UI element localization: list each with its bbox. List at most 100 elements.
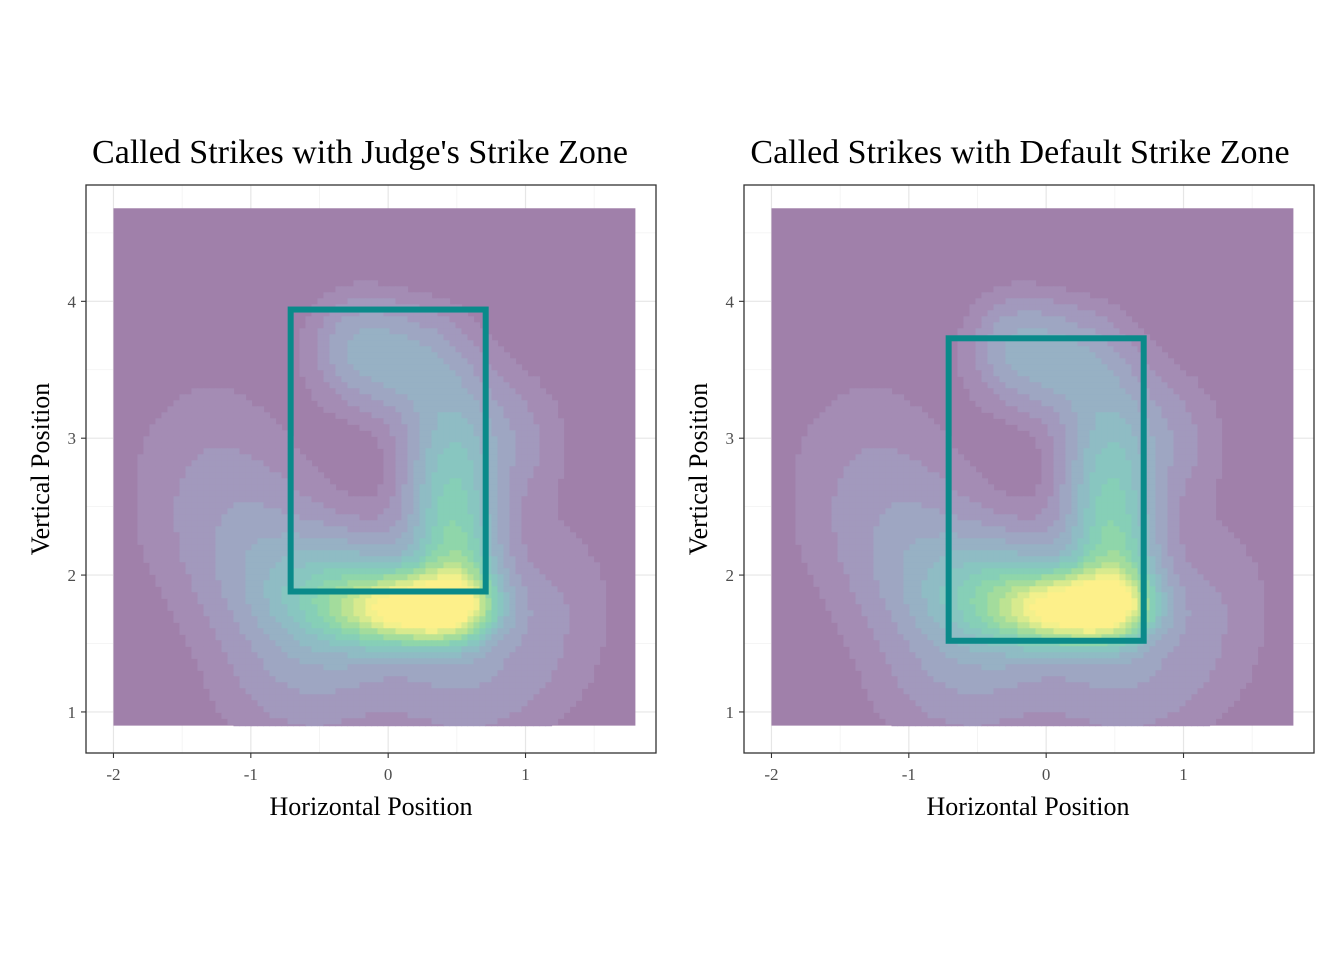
density-cell [335, 316, 342, 323]
density-cell [245, 490, 252, 497]
density-cell [383, 340, 390, 347]
density-cell [1101, 376, 1108, 383]
density-cell [395, 382, 402, 389]
density-cell [329, 394, 336, 401]
density-cell [419, 514, 426, 521]
density-cell [413, 328, 420, 335]
density-cell [209, 598, 216, 605]
density-cell [551, 466, 558, 473]
density-cell [1089, 364, 1096, 371]
density-cell [455, 322, 462, 329]
density-cell [257, 694, 264, 701]
density-cell [407, 538, 414, 545]
density-cell [203, 538, 210, 545]
density-cell [299, 688, 306, 695]
density-cell [867, 400, 874, 407]
density-cell [533, 520, 540, 527]
density-cell [449, 652, 456, 659]
density-cell [491, 646, 498, 653]
density-cell [1047, 406, 1054, 413]
density-cell [413, 568, 420, 575]
density-cell [317, 376, 324, 383]
density-cell [389, 652, 396, 659]
density-cell [281, 652, 288, 659]
density-cell [245, 406, 252, 413]
density-cell [891, 400, 898, 407]
density-cell [455, 376, 462, 383]
density-cell [371, 370, 378, 377]
density-cell [497, 520, 504, 527]
density-cell [425, 568, 432, 575]
density-cell [515, 514, 522, 521]
density-cell [359, 706, 366, 713]
density-cell [377, 634, 384, 641]
density-cell [443, 646, 450, 653]
density-cell [341, 532, 348, 539]
density-cell [185, 412, 192, 419]
density-cell [389, 436, 396, 443]
density-cell [491, 580, 498, 587]
density-cell [431, 550, 438, 557]
density-cell [509, 460, 516, 467]
density-cell [533, 556, 540, 563]
density-cell [551, 634, 558, 641]
density-cell [539, 640, 546, 647]
density-cell [353, 568, 360, 575]
density-cell [527, 556, 534, 563]
density-cell [347, 364, 354, 371]
density-cell [149, 424, 156, 431]
density-cell [443, 430, 450, 437]
density-cell [1005, 310, 1012, 317]
density-cell [449, 316, 456, 323]
density-cell [143, 508, 150, 515]
density-cell [137, 466, 144, 473]
density-cell [329, 328, 336, 335]
density-cell [443, 682, 450, 689]
density-cell [479, 664, 486, 671]
density-cell [557, 544, 564, 551]
density-cell [407, 400, 414, 407]
density-cell [389, 538, 396, 545]
density-cell [1107, 310, 1114, 317]
density-cell [167, 454, 174, 461]
density-cell [467, 628, 474, 635]
density-cell [545, 556, 552, 563]
density-cell [575, 598, 582, 605]
density-cell [419, 574, 426, 581]
density-cell [515, 658, 522, 665]
density-cell [203, 466, 210, 473]
density-cell [587, 604, 594, 611]
density-cell [257, 580, 264, 587]
density-cell [1173, 370, 1180, 377]
density-cell [425, 712, 432, 719]
density-cell [1095, 352, 1102, 359]
density-cell [251, 466, 258, 473]
density-cell [215, 526, 222, 533]
density-cell [407, 298, 414, 305]
density-cell [861, 394, 868, 401]
density-cell [215, 586, 222, 593]
density-cell [347, 376, 354, 383]
density-cell [1113, 316, 1120, 323]
density-cell [1131, 364, 1138, 371]
density-cell [563, 688, 570, 695]
density-cell [149, 430, 156, 437]
density-cell [413, 490, 420, 497]
density-cell [449, 322, 456, 329]
density-cell [263, 694, 270, 701]
density-cell [287, 670, 294, 677]
density-cell [179, 502, 186, 509]
density-cell [515, 448, 522, 455]
density-cell [203, 406, 210, 413]
density-cell [167, 526, 174, 533]
density-cell [311, 616, 318, 623]
density-cell [497, 514, 504, 521]
density-cell [251, 604, 258, 611]
density-cell [1035, 310, 1042, 317]
density-cell [455, 658, 462, 665]
density-cell [545, 514, 552, 521]
density-cell [431, 676, 438, 683]
density-cell [1083, 400, 1090, 407]
density-cell [275, 436, 282, 443]
density-cell [425, 706, 432, 713]
